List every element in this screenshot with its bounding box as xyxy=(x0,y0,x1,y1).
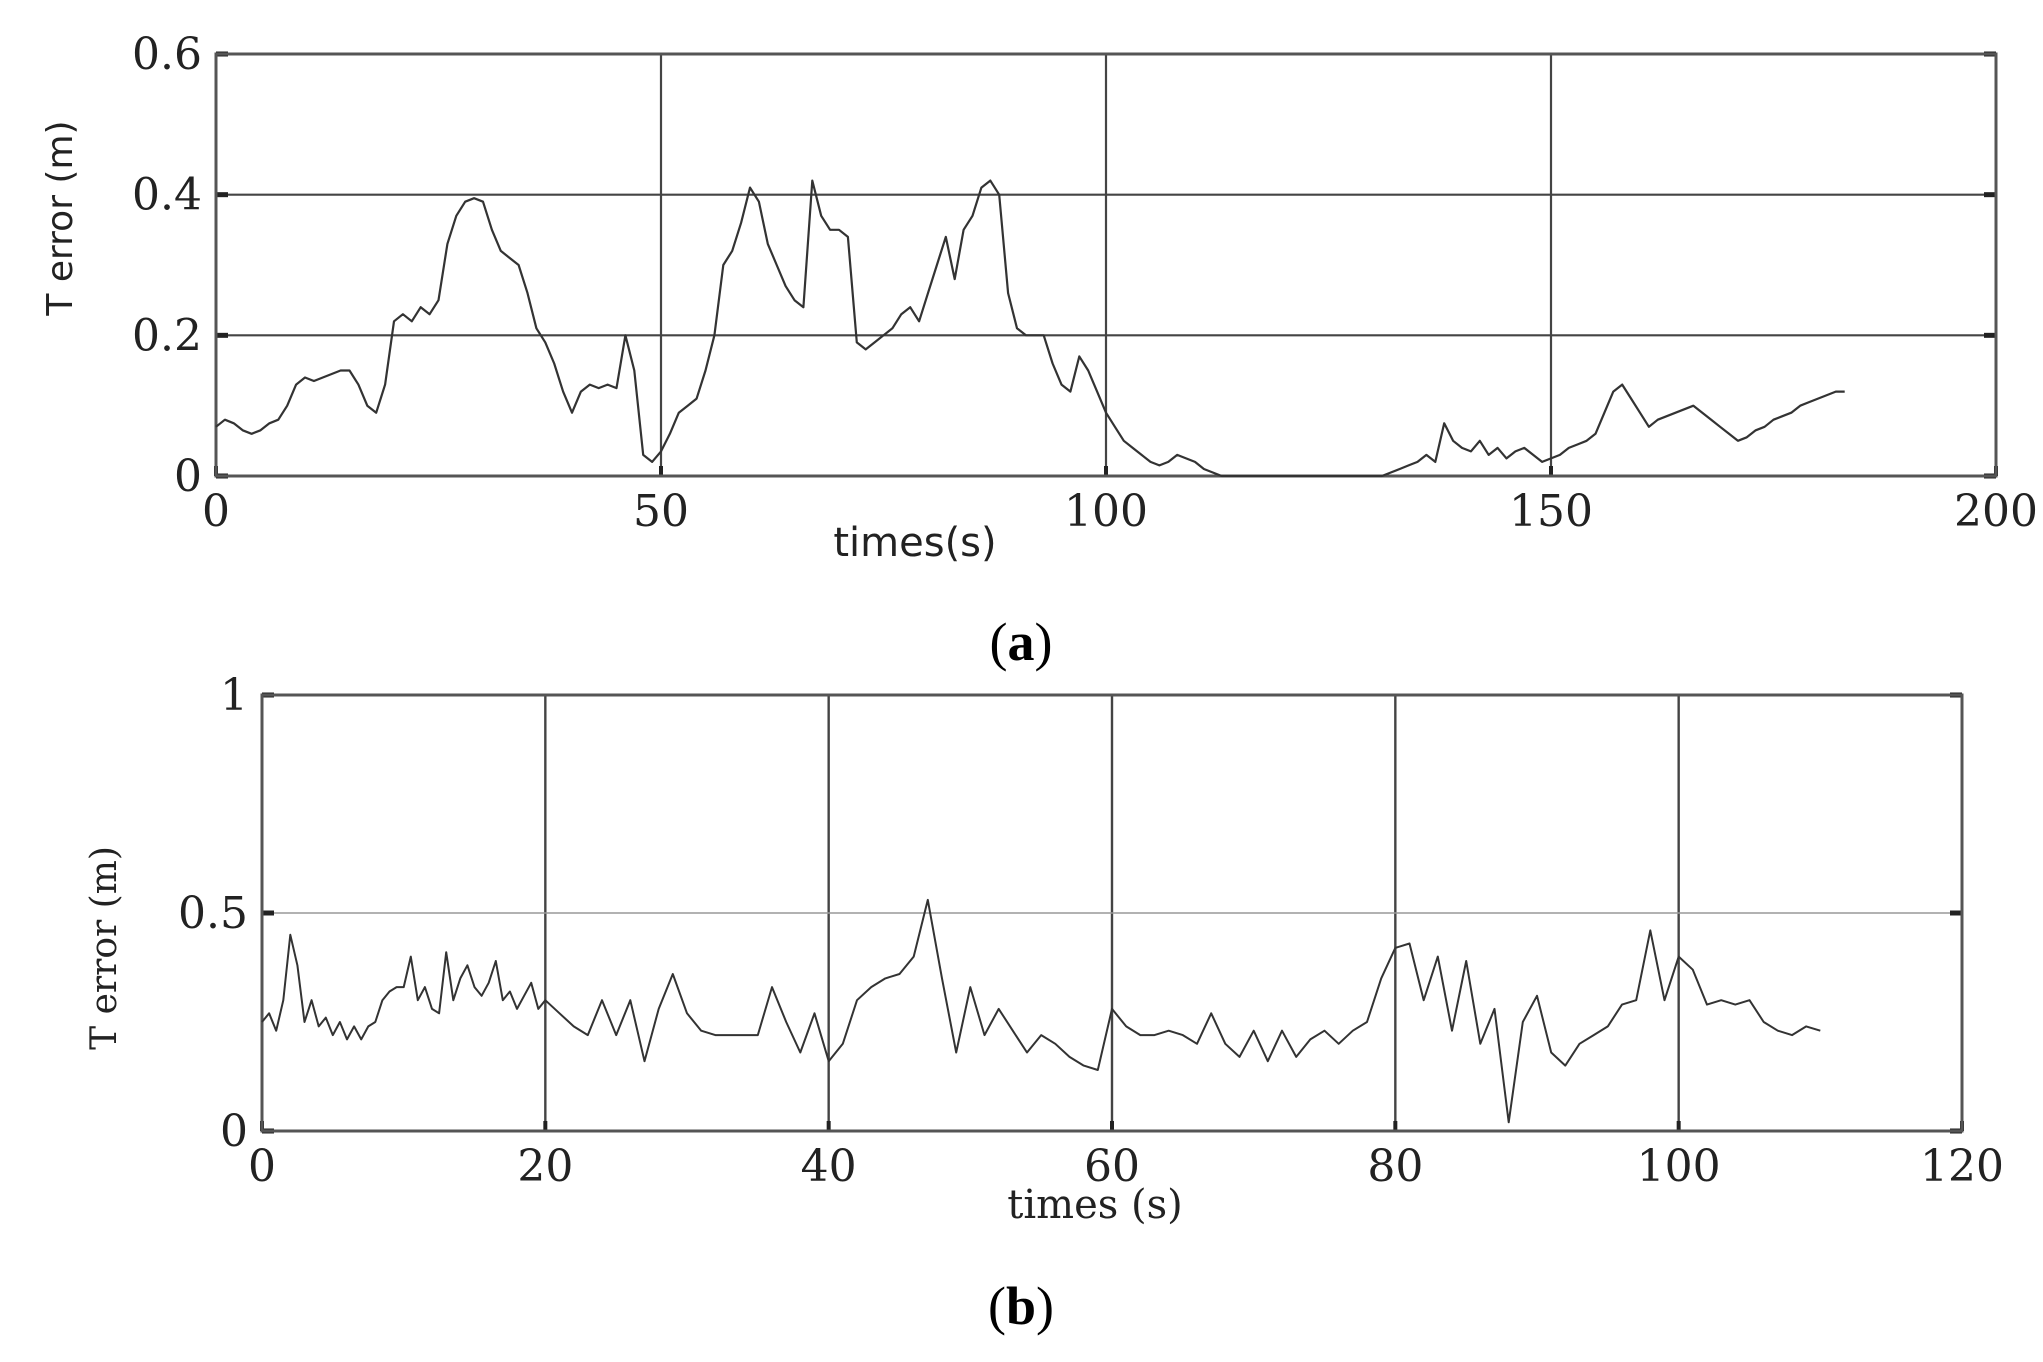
panel-b-y-tick-label: 0 xyxy=(220,1106,248,1157)
panel-b-chart: 00.51 0 20 40 60 80 100 120 times (s) T error … xyxy=(84,670,2004,1336)
panel-a-x-tick-label: 50 xyxy=(633,486,689,537)
panel-a-x-ticks: 0 50 100 150 200 xyxy=(202,486,2038,537)
panel-b-series xyxy=(261,898,1821,1124)
panel-a-series xyxy=(215,179,1845,478)
panel-b-x-tick-label: 20 xyxy=(517,1141,573,1192)
panel-b-y-tick-label: 0.5 xyxy=(178,888,248,939)
panel-b-x-tick-label: 100 xyxy=(1637,1141,1721,1192)
panel-a-y-tick-label: 0 xyxy=(174,451,202,502)
panel-b-x-axis-label: times (s) xyxy=(1007,1182,1182,1228)
panel-b-y-tick-label: 1 xyxy=(220,670,248,721)
panel-a-y-tick-label: 0.4 xyxy=(132,170,202,221)
panel-b-x-tick-label: 0 xyxy=(248,1141,276,1192)
panel-a-y-tick-label: 0.6 xyxy=(132,29,202,80)
panel-b-caption: (b) xyxy=(988,1276,1054,1336)
panel-b-grid xyxy=(260,692,1964,1134)
panel-b-caption-label: b xyxy=(1006,1276,1036,1336)
panel-a-y-axis-label: T error (m) xyxy=(40,120,81,316)
panel-a-x-tick-label: 150 xyxy=(1509,486,1593,537)
panel-b-y-axis-label: T error (m) xyxy=(84,846,125,1050)
panel-b-series-line xyxy=(261,898,1821,1124)
panel-b-x-tick-label: 60 xyxy=(1084,1141,1140,1192)
panel-b-y-ticks: 00.51 xyxy=(178,670,248,1157)
panel-a-caption: (a) xyxy=(990,612,1053,672)
panel-a-x-axis-label: times(s) xyxy=(833,520,996,566)
panel-b-x-ticks: 0 20 40 60 80 100 120 xyxy=(248,1141,2004,1192)
panel-a-y-ticks: 0 0.2 0.4 0.6 xyxy=(132,29,202,502)
panel-b-x-tick-label: 80 xyxy=(1367,1141,1423,1192)
panel-a-chart: 0 0.2 0.4 0.6 0 50 100 150 200 times(s) T error… xyxy=(40,29,2038,672)
panel-b-x-tick-label: 40 xyxy=(801,1141,857,1192)
panel-a-y-tick-label: 0.2 xyxy=(132,310,202,361)
panel-a-x-tick-label: 0 xyxy=(202,486,230,537)
panel-a-series-line xyxy=(215,179,1845,478)
panel-a-x-tick-label: 100 xyxy=(1064,486,1148,537)
panel-a-x-tick-label: 200 xyxy=(1954,486,2038,537)
panel-b-plot-frame xyxy=(260,693,1964,1133)
panel-b-x-tick-label: 120 xyxy=(1920,1141,2004,1192)
panel-a-caption-label: a xyxy=(1008,612,1035,672)
panel-a-plot-frame xyxy=(214,52,1998,478)
panel-a-grid xyxy=(214,51,1998,479)
